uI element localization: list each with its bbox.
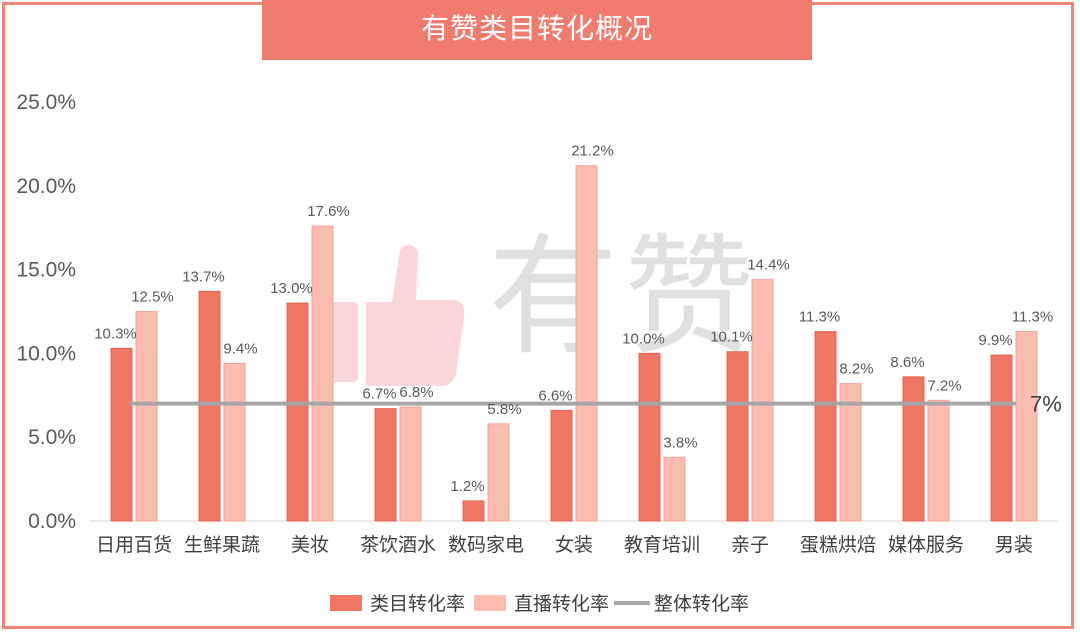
bar-live-1 <box>223 362 246 522</box>
data-label-live-10: 11.3% <box>1012 309 1053 326</box>
data-label-category-7: 10.1% <box>710 329 753 346</box>
x-tick-label: 数码家电 <box>448 534 524 556</box>
bar-category-4 <box>462 500 485 522</box>
bar-live-4 <box>487 423 510 522</box>
data-label-live-1: 9.4% <box>223 340 257 357</box>
bars-group <box>110 165 1038 522</box>
y-tick-label: 10.0% <box>16 342 76 365</box>
y-tick-label: 15.0% <box>16 259 76 282</box>
bar-category-7 <box>726 351 749 522</box>
data-label-live-0: 12.5% <box>131 289 174 306</box>
legend: 类目转化率 直播转化率 整体转化率 <box>330 593 749 615</box>
x-tick-label: 茶饮酒水 <box>360 534 436 556</box>
y-tick-label: 20.0% <box>16 175 76 198</box>
bar-category-2 <box>286 302 309 522</box>
y-tick-label: 0.0% <box>28 510 76 533</box>
x-tick-label: 生鲜果蔬 <box>184 534 260 556</box>
legend-live-swatch <box>474 595 506 611</box>
bar-category-0 <box>110 347 133 522</box>
data-label-category-5: 6.6% <box>538 387 572 404</box>
data-label-live-3: 6.8% <box>399 384 433 401</box>
data-label-live-6: 3.8% <box>663 434 697 451</box>
bar-live-10 <box>1015 331 1038 522</box>
data-label-live-4: 5.8% <box>487 401 521 418</box>
legend-category-label: 类目转化率 <box>370 593 465 615</box>
x-tick-label: 亲子 <box>731 534 769 556</box>
overall-rate-label: 7% <box>1030 392 1062 417</box>
bar-category-1 <box>198 290 221 522</box>
data-label-category-2: 13.0% <box>270 280 313 297</box>
data-label-category-0: 10.3% <box>94 325 137 342</box>
data-label-live-7: 14.4% <box>747 257 790 274</box>
legend-category-swatch <box>330 595 362 611</box>
bar-category-5 <box>550 409 573 522</box>
bar-live-3 <box>399 406 422 522</box>
bar-live-9 <box>927 399 950 522</box>
data-label-category-9: 8.6% <box>890 354 924 371</box>
legend-live-label: 直播转化率 <box>514 593 609 615</box>
bar-live-0 <box>135 311 158 522</box>
bar-labels-group: 10.3% 12.5% 13.7% 9.4% 13.0% 17.6% 6.7% 6.8% 1.2… <box>94 143 1053 495</box>
y-tick-label: 5.0% <box>28 426 76 449</box>
x-tick-label: 男装 <box>995 534 1033 556</box>
bar-live-6 <box>663 456 686 522</box>
data-label-live-5: 21.2% <box>571 143 614 160</box>
y-tick-label: 25.0% <box>16 91 76 114</box>
bar-category-6 <box>638 352 661 522</box>
x-axis-labels: 日用百货 生鲜果蔬 美妆 茶饮酒水 数码家电 女装 教育培训 亲子 蛋糕烘焙 媒体服务 男装 <box>96 534 1033 556</box>
thumb-watermark-icon <box>330 245 465 386</box>
chart-title: 有赞类目转化概况 <box>262 0 812 60</box>
bar-category-8 <box>814 331 837 522</box>
x-tick-label: 美妆 <box>291 534 329 556</box>
x-tick-label: 蛋糕烘焙 <box>800 534 876 556</box>
data-label-category-6: 10.0% <box>622 330 665 347</box>
bar-live-2 <box>311 225 334 522</box>
watermark-text: 有赞 <box>488 221 761 373</box>
bar-category-3 <box>374 408 397 522</box>
bar-live-5 <box>575 165 598 522</box>
data-label-live-8: 8.2% <box>839 361 873 378</box>
data-label-category-1: 13.7% <box>182 268 225 285</box>
data-label-category-3: 6.7% <box>362 386 396 403</box>
bar-category-9 <box>902 376 925 522</box>
y-axis-labels: 0.0% 5.0% 10.0% 15.0% 20.0% 25.0% <box>16 91 76 533</box>
legend-overall-label: 整体转化率 <box>654 593 749 615</box>
bar-category-10 <box>990 354 1013 522</box>
x-tick-label: 女装 <box>555 534 593 556</box>
bar-live-7 <box>751 279 774 522</box>
x-tick-label: 教育培训 <box>624 534 700 556</box>
data-label-category-10: 9.9% <box>978 332 1012 349</box>
x-tick-label: 媒体服务 <box>888 534 964 556</box>
bar-live-8 <box>839 383 862 522</box>
data-label-category-8: 11.3% <box>799 309 840 326</box>
x-tick-label: 日用百货 <box>96 534 172 556</box>
overall-line-group: 7% <box>130 392 1062 417</box>
data-label-live-9: 7.2% <box>927 377 961 394</box>
data-label-live-2: 17.6% <box>307 203 350 220</box>
data-label-category-4: 1.2% <box>450 478 484 495</box>
